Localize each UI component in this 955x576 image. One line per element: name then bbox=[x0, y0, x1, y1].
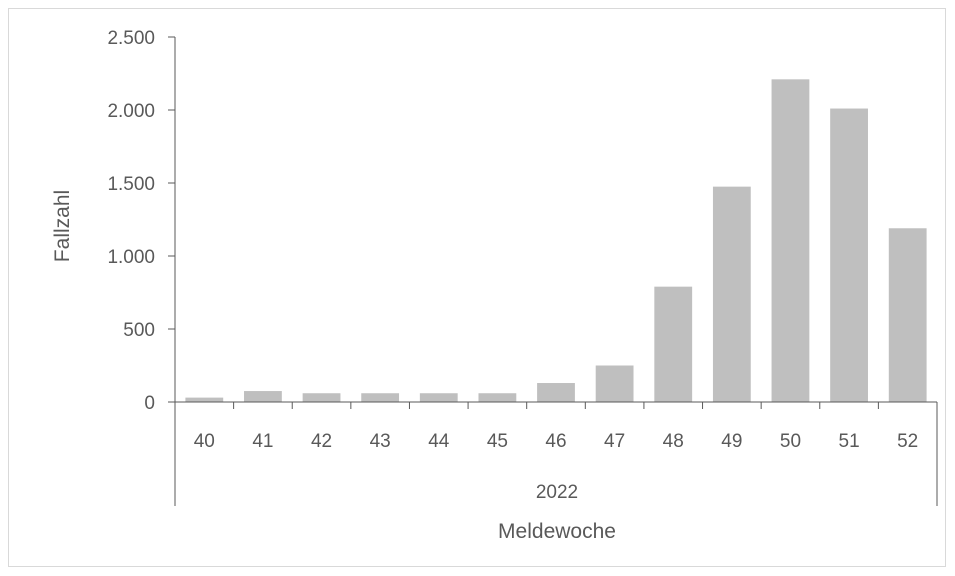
x-tick-label: 49 bbox=[721, 431, 742, 452]
x-tick-label: 48 bbox=[663, 431, 684, 452]
bar bbox=[302, 393, 341, 402]
y-axis: 0 500 1.000 1.500 2.000 2.500 bbox=[107, 28, 176, 414]
bar bbox=[595, 365, 634, 402]
bar bbox=[537, 383, 575, 402]
x-tick-label: 51 bbox=[839, 431, 860, 452]
x-tick-label: 50 bbox=[780, 431, 801, 452]
bar bbox=[712, 186, 751, 402]
bar bbox=[244, 391, 282, 402]
x-tick-label: 40 bbox=[194, 431, 215, 452]
y-tick-label: 0 bbox=[144, 393, 155, 414]
x-tick-label: 44 bbox=[428, 431, 450, 452]
bar bbox=[830, 108, 868, 402]
bar bbox=[361, 393, 400, 402]
bar bbox=[771, 79, 810, 402]
bar bbox=[419, 393, 458, 402]
x-axis-title: Meldewoche bbox=[498, 520, 616, 543]
y-tick-label: 2.000 bbox=[107, 101, 155, 122]
y-tick-label: 500 bbox=[123, 320, 155, 341]
x-tick-label: 45 bbox=[487, 431, 508, 452]
bar bbox=[654, 286, 693, 402]
y-tick-label: 1.500 bbox=[107, 174, 155, 195]
x-tick-label: 46 bbox=[545, 431, 566, 452]
x-tick-label: 41 bbox=[252, 431, 273, 452]
y-tick-label: 2.500 bbox=[107, 28, 155, 49]
y-tick-label: 1.000 bbox=[107, 247, 155, 268]
bar bbox=[185, 397, 224, 402]
bars bbox=[185, 79, 927, 402]
bar bbox=[888, 228, 927, 402]
x-tick-label: 43 bbox=[370, 431, 391, 452]
x-tick-label: 42 bbox=[311, 431, 332, 452]
y-axis-title: Fallzahl bbox=[51, 190, 74, 262]
x-axis: 40 41 42 43 44 45 46 47 48 49 50 51 52 bbox=[174, 401, 938, 506]
x-tick-label: 47 bbox=[604, 431, 625, 452]
x-tick-label: 52 bbox=[897, 431, 918, 452]
x-group-label: 2022 bbox=[536, 482, 578, 503]
bar bbox=[478, 393, 517, 402]
